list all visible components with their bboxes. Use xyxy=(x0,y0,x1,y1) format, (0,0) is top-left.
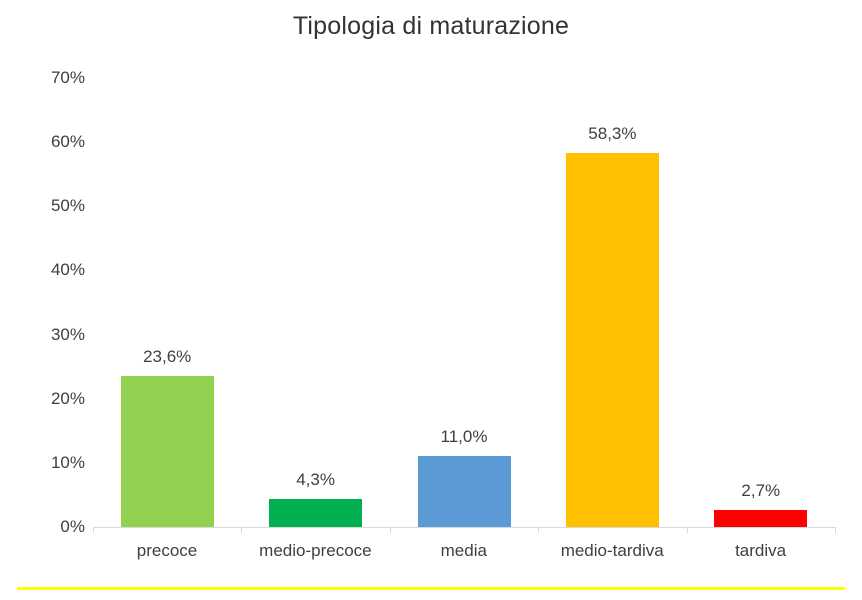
y-tick-label: 20% xyxy=(50,388,85,408)
y-tick-label: 10% xyxy=(50,452,85,472)
y-tick-label: 60% xyxy=(50,132,85,152)
bar-precoce xyxy=(120,375,214,527)
x-axis-tick xyxy=(835,527,836,533)
x-axis-line xyxy=(93,527,835,528)
bar-value-label: 58,3% xyxy=(588,124,637,144)
x-axis-tick xyxy=(93,527,94,533)
yellow-underline xyxy=(17,587,845,590)
y-tick-label: 50% xyxy=(50,196,85,216)
x-tick-label-media: media xyxy=(440,541,487,560)
bar-value-label: 4,3% xyxy=(296,470,335,490)
x-tick-label-medio-precoce: medio-precoce xyxy=(259,541,372,560)
bar-value-label: 11,0% xyxy=(440,427,488,447)
bar-value-label: 2,7% xyxy=(741,480,781,500)
x-axis-tick xyxy=(389,527,391,533)
x-axis-tick xyxy=(241,527,243,533)
bar-medio-tardiva xyxy=(565,153,659,527)
bar-tardiva xyxy=(714,509,808,527)
x-axis-tick xyxy=(538,527,540,533)
x-tick-label-tardiva: tardiva xyxy=(735,541,787,560)
bar-value-label: 23,6% xyxy=(143,346,192,366)
y-tick-label: 70% xyxy=(50,68,85,87)
x-tick-label-precoce: precoce xyxy=(136,541,198,560)
x-axis-tick xyxy=(686,527,688,533)
y-tick-label: 40% xyxy=(50,260,85,280)
y-tick-label: 0% xyxy=(60,517,85,536)
bar-media xyxy=(417,456,511,527)
y-tick-label: 30% xyxy=(50,324,85,344)
chart-title: Tipologia di maturazione xyxy=(292,12,570,40)
x-tick-label-medio-tardiva: medio-tardiva xyxy=(560,541,664,560)
bar-medio-precoce xyxy=(269,499,363,527)
